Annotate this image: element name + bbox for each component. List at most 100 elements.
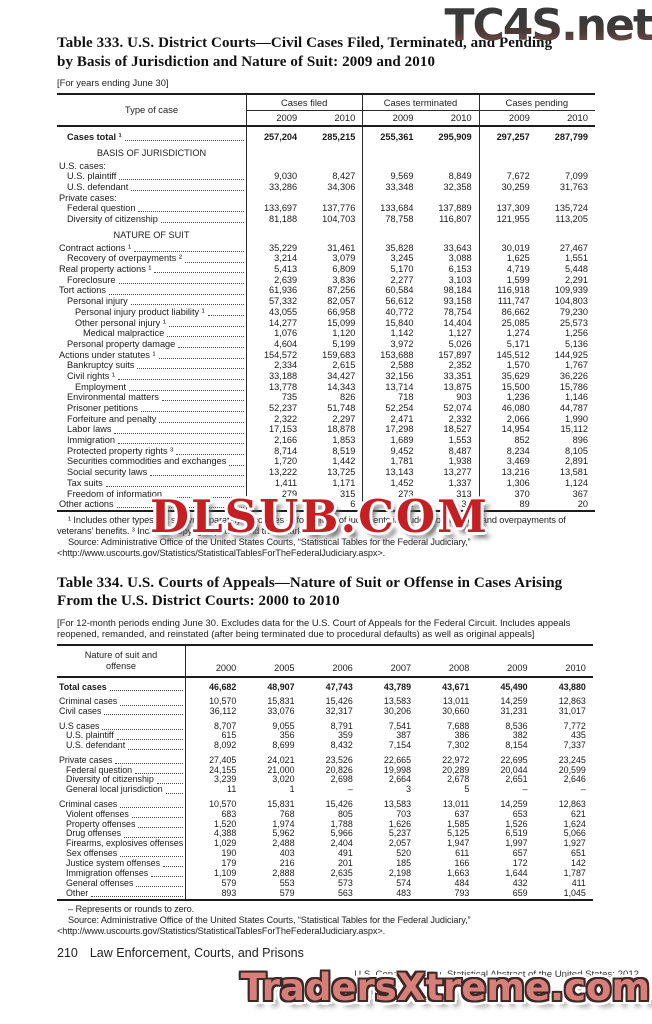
leader-dots bbox=[156, 782, 183, 784]
leader-dots bbox=[116, 738, 183, 740]
value-cell: 20,826 bbox=[325, 764, 353, 775]
value-cell: 35,629 bbox=[501, 370, 530, 381]
row-stub: Firearms, explosives offenses bbox=[57, 839, 185, 849]
table-row: Freedom of information 279 315 273 313 370 367 bbox=[57, 488, 595, 499]
row-label: Freedom of information bbox=[67, 488, 162, 499]
leader-dots bbox=[207, 314, 244, 316]
value-cell: 1,124 bbox=[564, 477, 588, 488]
section-header-row: NATURE OF SUIT bbox=[57, 225, 595, 243]
value-cell: 116,807 bbox=[439, 214, 472, 225]
value-cell: 21,000 bbox=[267, 764, 295, 775]
leader-dots bbox=[119, 179, 244, 181]
value-cell: 30,259 bbox=[501, 181, 530, 192]
row-label: General local jurisdiction bbox=[66, 785, 163, 795]
value-cell: 5,966 bbox=[330, 828, 353, 839]
row-label: Social security laws bbox=[67, 467, 148, 478]
row-label: Labor laws bbox=[67, 424, 112, 435]
row-label: Violent offenses bbox=[66, 809, 129, 819]
row-label: U.S. cases: bbox=[59, 160, 106, 171]
value-cell: 15,426 bbox=[325, 798, 353, 809]
table-row: Prisoner petitions 52,237 51,748 52,254 52,0… bbox=[57, 403, 595, 414]
value-cell: – bbox=[347, 784, 353, 795]
value-cell: 5,136 bbox=[564, 338, 588, 349]
value-cell: 7,154 bbox=[388, 740, 412, 751]
value-cell: 2,352 bbox=[448, 360, 472, 371]
row-label: Protected property rights ³ bbox=[67, 445, 174, 456]
value-cell: 893 bbox=[221, 887, 237, 898]
table-row: Justice system offenses 179 216 201 185 166 17… bbox=[57, 858, 593, 869]
value-cell: 6,809 bbox=[332, 264, 356, 275]
value-cell: 2,588 bbox=[390, 360, 414, 371]
value-cell: 91 bbox=[403, 499, 414, 510]
value-cell: 40,772 bbox=[385, 306, 414, 317]
value-cell: 579 bbox=[279, 887, 295, 898]
value-cell: 44,787 bbox=[559, 403, 588, 414]
leader-dots bbox=[164, 496, 244, 498]
value-cell: 2,471 bbox=[390, 413, 414, 424]
value-cell: 1,146 bbox=[564, 392, 588, 403]
leader-dots bbox=[159, 421, 244, 423]
value-cell: 1,997 bbox=[505, 838, 528, 849]
column-group-header: Cases pending bbox=[505, 96, 569, 108]
table-row: Forfeiture and penalty 2,322 2,297 2,471 2,3… bbox=[57, 414, 595, 425]
row-label: Private cases: bbox=[59, 192, 117, 203]
row-stub: Justice system offenses bbox=[57, 859, 185, 869]
table-row: Civil cases 36,112 33,076 32,317 30,206 30,66… bbox=[57, 706, 593, 717]
table-row: Federal question 133,697 137,776 133,684 137… bbox=[57, 203, 595, 214]
leader-dots bbox=[138, 211, 244, 213]
value-cell: 33,076 bbox=[267, 706, 295, 717]
value-cell: 166 bbox=[454, 858, 470, 869]
value-cell: 573 bbox=[337, 877, 353, 888]
value-cell: – bbox=[522, 784, 528, 795]
value-cell: 14,259 bbox=[500, 696, 528, 707]
row-stub: U.S. plaintiff bbox=[57, 171, 246, 182]
value-cell: 33,351 bbox=[443, 370, 472, 381]
value-cell: 137,889 bbox=[438, 203, 472, 214]
row-label: Personal property damage bbox=[67, 338, 176, 349]
table333: Type of case Cases filed Cases terminate… bbox=[57, 92, 595, 512]
value-cell: 2,698 bbox=[330, 774, 353, 785]
value-cell: 43,055 bbox=[269, 306, 298, 317]
value-cell: 30,019 bbox=[501, 242, 530, 253]
value-cell: 432 bbox=[512, 877, 528, 888]
table-row: Total cases 46,682 48,907 47,743 43,789 43,67… bbox=[57, 678, 593, 693]
row-stub: Property offenses bbox=[57, 820, 185, 830]
value-cell: 1,452 bbox=[390, 477, 414, 488]
table-row: Employment 13,778 14,343 13,714 13,875 15,500… bbox=[57, 382, 595, 393]
section-header-row: BASIS OF JURISDICTION bbox=[57, 143, 595, 161]
value-cell: 22,665 bbox=[383, 754, 412, 765]
vertical-rule bbox=[362, 94, 364, 510]
value-cell: 8,519 bbox=[332, 445, 356, 456]
value-cell: 22,695 bbox=[500, 754, 528, 765]
year-header: 2000 bbox=[215, 662, 237, 673]
value-cell: 2,166 bbox=[274, 435, 298, 446]
footnote-line: – Represents or rounds to zero. bbox=[68, 903, 195, 914]
table-row: Immigration 2,166 1,853 1,689 1,553 852 896 bbox=[57, 435, 595, 446]
leader-dots bbox=[118, 443, 244, 445]
value-cell: 8,487 bbox=[448, 445, 472, 456]
value-cell: 34,427 bbox=[327, 370, 356, 381]
row-stub: Diversity of citizenship bbox=[57, 214, 246, 225]
value-cell: 104,703 bbox=[322, 214, 356, 225]
value-cell: 15,500 bbox=[501, 381, 530, 392]
value-cell: 57,332 bbox=[269, 296, 298, 307]
value-cell: 1,927 bbox=[563, 838, 586, 849]
row-stub: Social security laws bbox=[57, 467, 246, 478]
row-stub: Recovery of overpayments ² bbox=[57, 253, 246, 264]
value-cell: 826 bbox=[339, 392, 356, 403]
value-cell: 113,205 bbox=[555, 214, 588, 225]
table-row: U.S. defendant 33,286 34,306 33,348 32,358 30… bbox=[57, 182, 595, 193]
value-cell: 14,343 bbox=[327, 381, 356, 392]
value-cell: 43,789 bbox=[383, 681, 412, 692]
value-cell: 31,461 bbox=[327, 242, 356, 253]
value-cell: 20,289 bbox=[442, 764, 470, 775]
value-cell: 491 bbox=[337, 848, 353, 859]
value-cell: 1,663 bbox=[447, 867, 470, 878]
value-cell: 36,112 bbox=[209, 706, 237, 717]
value-cell: 9,055 bbox=[272, 720, 295, 731]
census-source-line: U.S. Census Bureau, Statistical Abstract… bbox=[354, 969, 639, 980]
value-cell: 5,066 bbox=[563, 828, 586, 839]
row-label: Prisoner petitions bbox=[67, 403, 138, 414]
section-header-label: NATURE OF SUIT bbox=[113, 230, 190, 241]
row-stub: General offenses bbox=[57, 879, 185, 889]
